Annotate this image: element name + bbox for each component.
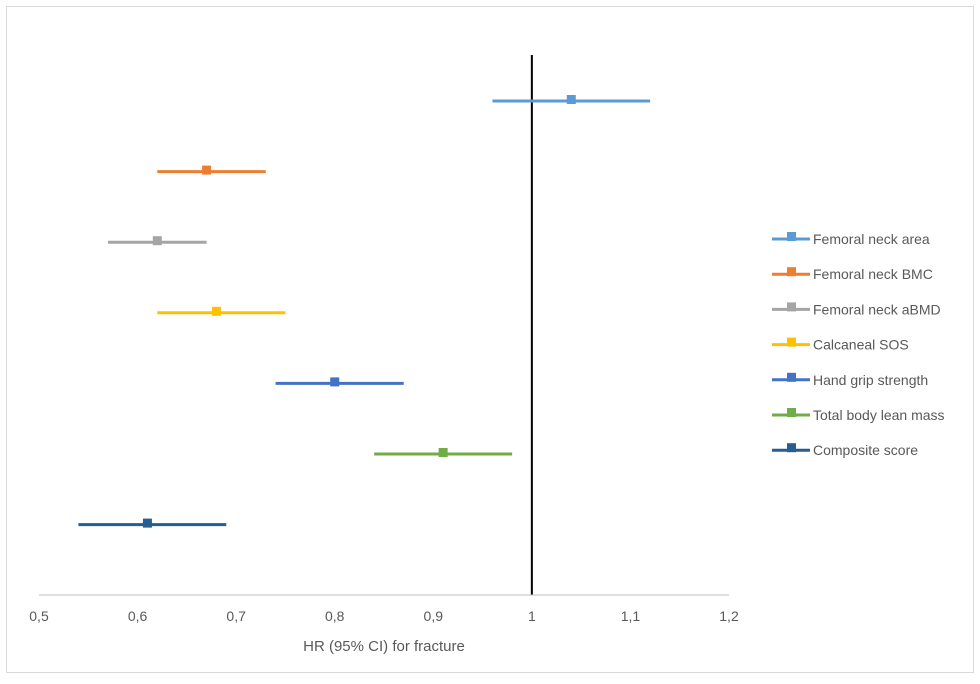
chart-border xyxy=(6,6,974,673)
legend-label: Femoral neck aBMD xyxy=(813,301,941,317)
x-tick-label: 0,7 xyxy=(226,608,246,624)
point-estimate-marker xyxy=(211,306,221,316)
legend-label: Calcaneal SOS xyxy=(813,337,909,353)
point-estimate-marker xyxy=(152,236,162,246)
legend-label: Composite score xyxy=(813,442,918,458)
point-estimate-marker xyxy=(202,165,212,175)
plot-layer xyxy=(78,55,651,595)
x-axis-title: HR (95% CI) for fracture xyxy=(303,638,465,655)
x-tick-label: 1,2 xyxy=(719,608,739,624)
x-tick-label: 1 xyxy=(528,608,536,624)
x-tick-label: 0,5 xyxy=(29,608,49,624)
legend-label: Femoral neck area xyxy=(813,231,930,247)
legend-marker xyxy=(787,232,796,241)
legend-label: Total body lean mass xyxy=(813,407,945,423)
legend-label: Hand grip strength xyxy=(813,372,928,388)
x-tick-label: 0,8 xyxy=(325,608,345,624)
x-tick-label: 0,6 xyxy=(128,608,148,624)
point-estimate-marker xyxy=(142,518,152,528)
legend-label: Femoral neck BMC xyxy=(813,266,933,282)
legend-marker xyxy=(787,372,796,382)
x-tick-label: 0,9 xyxy=(424,608,444,624)
legend-marker xyxy=(787,443,796,453)
legend: Femoral neck area Femoral neck BMC Femoral… xyxy=(772,231,945,458)
point-estimate-marker xyxy=(438,448,448,457)
legend-marker xyxy=(787,302,796,312)
point-estimate-marker xyxy=(330,377,340,387)
point-estimate-marker xyxy=(566,95,576,104)
legend-marker xyxy=(787,408,796,417)
x-axis: 0,5 0,6 0,7 0,8 0,9 1 1,1 1,2 xyxy=(29,594,739,624)
legend-marker xyxy=(787,267,796,277)
legend-marker xyxy=(787,337,796,347)
x-tick-label: 1,1 xyxy=(621,608,641,624)
